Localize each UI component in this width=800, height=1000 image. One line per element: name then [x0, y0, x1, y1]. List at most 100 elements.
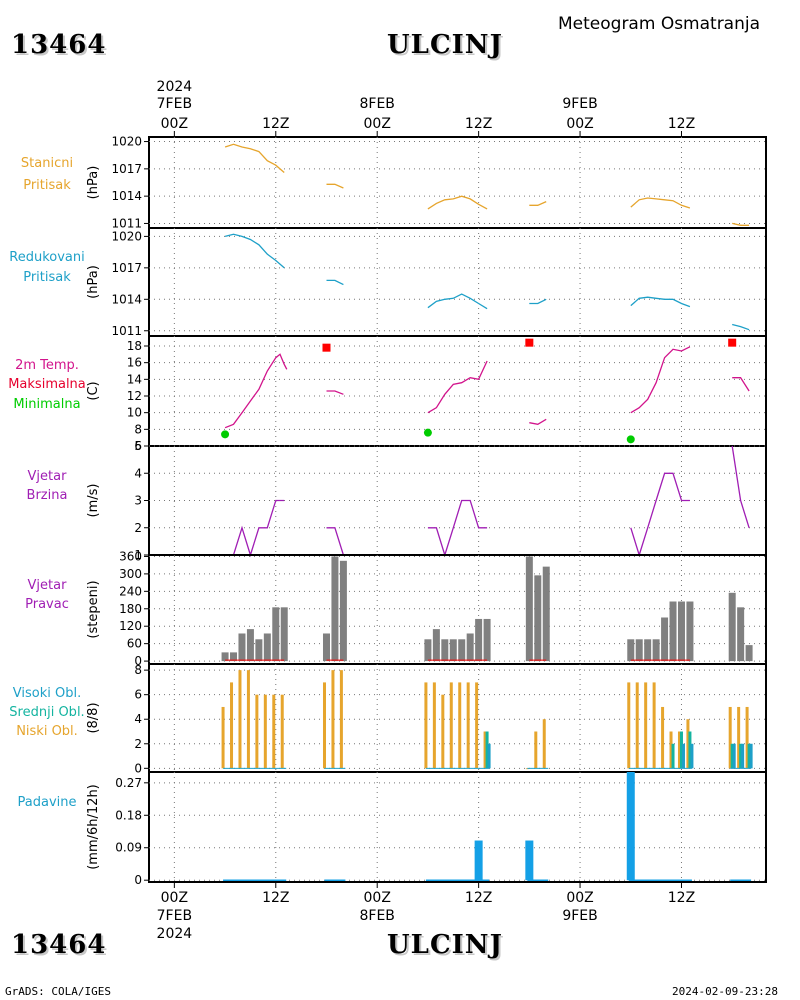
x-tick-label: 00Z	[364, 890, 391, 906]
y-tick-label: 18	[127, 339, 142, 353]
wind-dir-bar	[280, 607, 288, 662]
y-axis-label: (stepeni)	[86, 580, 101, 638]
y-tick-label: 2	[134, 737, 142, 751]
cloud-bar	[230, 682, 234, 769]
cloud-bar	[534, 731, 538, 769]
series-line	[326, 390, 344, 395]
panel-label: Pritisak	[23, 270, 71, 285]
station-name-top: ULCINJ	[387, 30, 503, 60]
panel-label: Brzina	[27, 488, 68, 503]
series-line	[630, 296, 691, 308]
panel-frame	[148, 335, 767, 447]
x-tick-label: 12Z	[262, 116, 289, 132]
series-line	[427, 293, 488, 310]
series-line	[224, 143, 285, 173]
cloud-bar	[542, 719, 546, 769]
cloud-bar	[688, 731, 692, 769]
temp-min-marker	[221, 430, 230, 439]
y-tick-label: 1011	[111, 324, 142, 338]
y-tick-label: 1	[134, 548, 142, 562]
wind-dir-bar	[525, 556, 533, 662]
cloud-bar	[458, 682, 462, 769]
cloud-bar	[749, 743, 753, 769]
y-tick-label: 240	[119, 584, 142, 598]
y-axis-label: (hPa)	[86, 265, 101, 299]
cloud-bar	[728, 706, 732, 769]
series-line	[225, 499, 285, 558]
series-line	[630, 346, 691, 414]
y-tick-label: 16	[127, 356, 142, 370]
panel-frame	[148, 445, 767, 556]
time-axis-bottom: 00Z 7FEB 2024 12Z 00Z 8FEB 12Z 00Z 9FEB 12Z	[157, 882, 695, 942]
y-axis-label: (mm/6h/12h)	[86, 784, 101, 870]
wind-dir-bar	[322, 633, 330, 662]
y-tick-label: 0.09	[115, 841, 142, 855]
y-tick-label: 1014	[111, 292, 142, 306]
y-axis-label: (m/s)	[86, 484, 101, 518]
wind-dir-bar	[686, 601, 694, 662]
cloud-bar	[690, 743, 694, 769]
x-tick-label: 8FEB	[359, 908, 394, 924]
series-line	[427, 499, 488, 558]
panel-frame	[148, 227, 767, 337]
y-axis-label: (8/8)	[86, 702, 101, 733]
y-tick-label: 120	[119, 619, 142, 633]
y-tick-label: 8	[134, 422, 142, 436]
y-tick-label: 5	[134, 439, 142, 453]
panel-label: Pravac	[25, 597, 69, 612]
y-tick-label: 1011	[111, 216, 142, 230]
y-tick-label: 300	[119, 567, 142, 581]
x-tick-label: 00Z	[161, 890, 188, 906]
wind-dir-bar	[238, 633, 246, 662]
x-tick-label: 12Z	[465, 890, 492, 906]
cloud-bar	[432, 682, 436, 769]
cloud-bar	[487, 743, 491, 769]
cloud-bar	[280, 694, 284, 769]
y-tick-label: 4	[134, 712, 142, 726]
x-tick-label: 2024	[157, 79, 193, 95]
wind-dir-bar	[230, 652, 238, 662]
panel-label: Redukovani	[9, 250, 84, 265]
cloud-bar	[331, 670, 335, 769]
cloud-bar	[272, 694, 276, 769]
cloud-bar	[263, 694, 267, 769]
panel-temperature: 6 8 10 12 14 16 18 (C) 2m Temp. Maksimalna Minimal…	[8, 335, 767, 453]
cloud-bar	[737, 706, 741, 769]
wind-dir-bar	[483, 618, 491, 662]
cloud-bar	[424, 682, 428, 769]
cloud-bar	[652, 682, 656, 769]
cloud-bar	[671, 743, 675, 769]
cloud-bar	[627, 682, 631, 769]
x-tick-label: 00Z	[364, 116, 391, 132]
panel-wind-direction: 0 60 120 180 240 300 360 (stepeni) Vjetar Pravac	[25, 549, 767, 668]
y-tick-label: 10	[127, 406, 142, 420]
x-tick-label: 00Z	[566, 116, 593, 132]
wind-dir-bar	[246, 629, 254, 662]
wind-dir-bar	[534, 575, 542, 662]
precip-bar	[626, 772, 635, 881]
x-tick-label: 12Z	[668, 890, 695, 906]
panel-precipitation: 0 0.09 0.18 0.27 (mm/6h/12h) Padavine	[18, 771, 767, 887]
wind-dir-bar	[263, 633, 271, 662]
wind-dir-bar	[255, 639, 263, 662]
cloud-bar	[669, 731, 673, 769]
panel-label: Maksimalna	[8, 377, 86, 392]
wind-dir-bar	[677, 601, 685, 662]
panel-label: Niski Obl.	[16, 724, 78, 739]
x-tick-label: 00Z	[161, 116, 188, 132]
cloud-bar	[449, 682, 453, 769]
y-tick-label: 1017	[111, 162, 142, 176]
series-line	[326, 527, 345, 556]
wind-dir-bar	[644, 639, 652, 662]
wind-dir-bar	[339, 560, 347, 662]
y-tick-label: 1020	[111, 229, 142, 243]
cloud-bar	[483, 731, 487, 769]
panel-label: 2m Temp.	[15, 358, 79, 373]
panel-clouds: 0 2 4 6 8 (8/8) Visoki Obl. Srednji Obl. Niski O…	[9, 663, 767, 775]
cloud-bar	[246, 670, 250, 769]
page-subtitle: Meteogram Osmatranja	[558, 14, 761, 34]
y-tick-label: 60	[127, 637, 142, 651]
cloud-bar	[322, 682, 326, 769]
